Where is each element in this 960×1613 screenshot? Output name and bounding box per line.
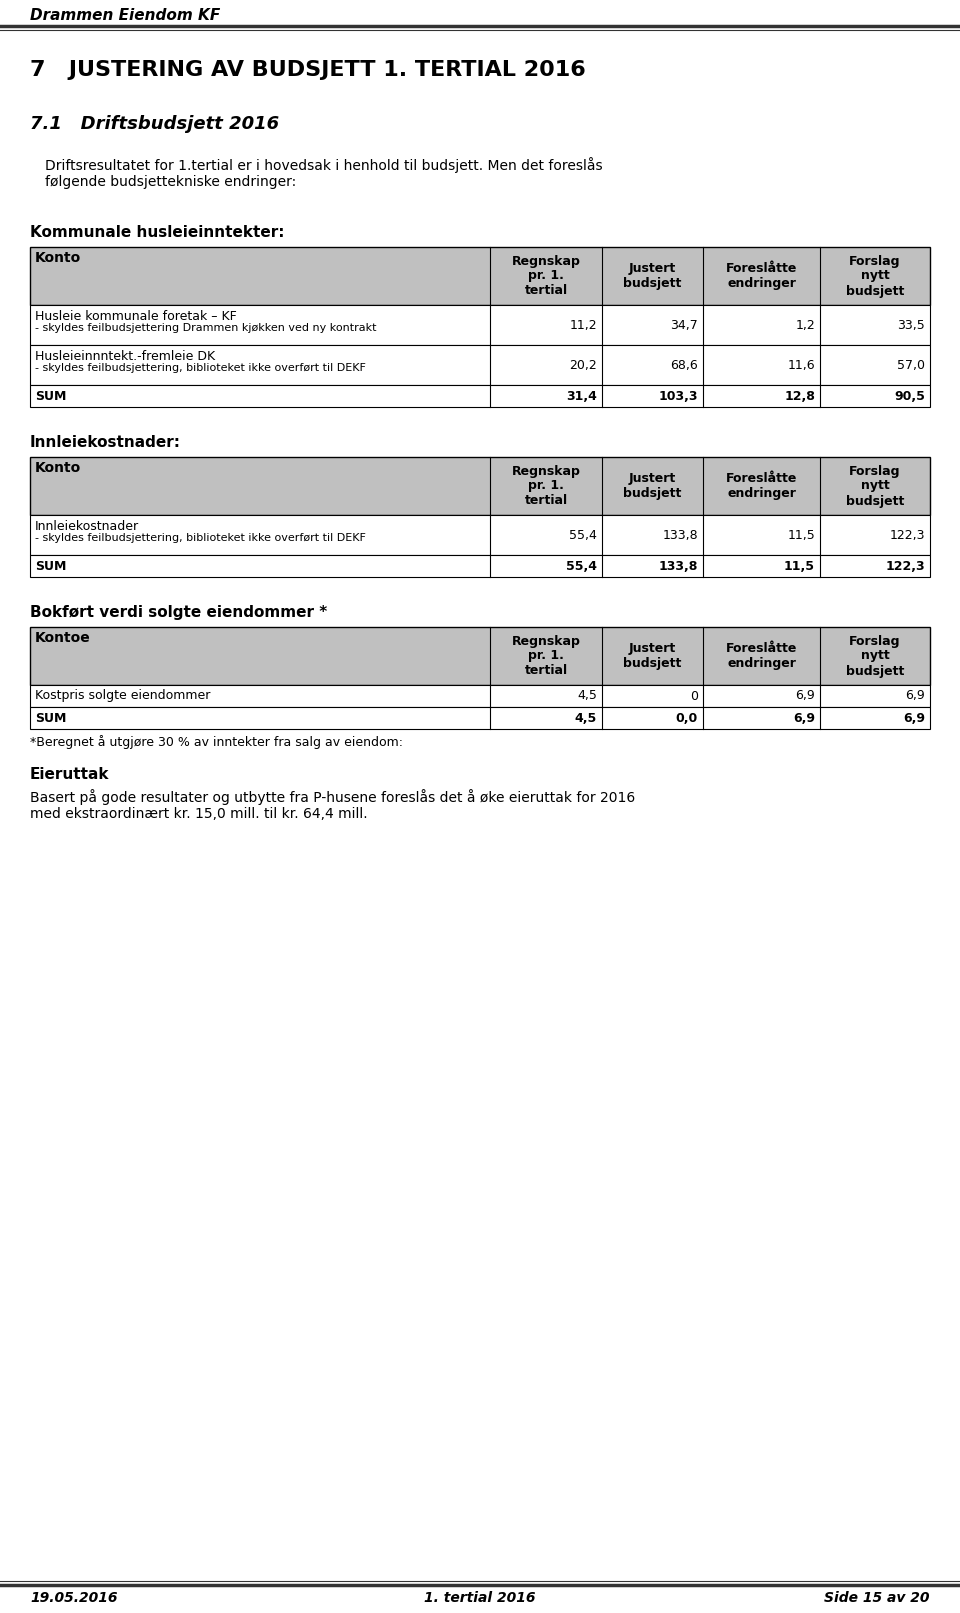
Bar xyxy=(30,706,930,729)
Text: Kostpris solgte eiendommer: Kostpris solgte eiendommer xyxy=(35,689,210,703)
Text: Justert
budsjett: Justert budsjett xyxy=(623,642,682,669)
Text: Husleie kommunale foretak – KF: Husleie kommunale foretak – KF xyxy=(35,310,237,323)
Text: Konto: Konto xyxy=(35,461,82,474)
Bar xyxy=(30,386,930,406)
Text: Drammen Eiendom KF: Drammen Eiendom KF xyxy=(30,8,220,23)
Text: Forslag
nytt
budsjett: Forslag nytt budsjett xyxy=(846,465,904,508)
Text: Regnskap
pr. 1.
tertial: Regnskap pr. 1. tertial xyxy=(512,465,581,508)
Text: 7   JUSTERING AV BUDSJETT 1. TERTIAL 2016: 7 JUSTERING AV BUDSJETT 1. TERTIAL 2016 xyxy=(30,60,586,81)
Text: Forslag
nytt
budsjett: Forslag nytt budsjett xyxy=(846,255,904,297)
Bar xyxy=(30,345,930,386)
Text: Forslag
nytt
budsjett: Forslag nytt budsjett xyxy=(846,634,904,677)
Text: Foreslåtte
endringer: Foreslåtte endringer xyxy=(726,261,797,290)
Text: Kontoe: Kontoe xyxy=(35,631,91,645)
Bar xyxy=(30,247,930,305)
Text: - skyldes feilbudsjettering, biblioteket ikke overført til DEKF: - skyldes feilbudsjettering, biblioteket… xyxy=(35,363,366,373)
Text: 133,8: 133,8 xyxy=(659,560,698,573)
Text: 33,5: 33,5 xyxy=(898,318,925,332)
Text: 11,5: 11,5 xyxy=(787,529,815,542)
Text: 90,5: 90,5 xyxy=(894,389,925,403)
Text: Justert
budsjett: Justert budsjett xyxy=(623,473,682,500)
Text: 31,4: 31,4 xyxy=(566,389,597,403)
Text: 11,2: 11,2 xyxy=(569,318,597,332)
Text: 55,4: 55,4 xyxy=(566,560,597,573)
Text: Driftsresultatet for 1.tertial er i hovedsak i henhold til budsjett. Men det for: Driftsresultatet for 1.tertial er i hove… xyxy=(45,156,603,189)
Text: 6,9: 6,9 xyxy=(795,689,815,703)
Text: 12,8: 12,8 xyxy=(784,389,815,403)
Text: SUM: SUM xyxy=(35,389,66,403)
Text: 4,5: 4,5 xyxy=(577,689,597,703)
Text: 6,9: 6,9 xyxy=(903,711,925,724)
Text: 122,3: 122,3 xyxy=(890,529,925,542)
Text: 57,0: 57,0 xyxy=(897,358,925,371)
Text: SUM: SUM xyxy=(35,711,66,724)
Bar xyxy=(30,456,930,515)
Text: 20,2: 20,2 xyxy=(569,358,597,371)
Text: 68,6: 68,6 xyxy=(670,358,698,371)
Text: 19.05.2016: 19.05.2016 xyxy=(30,1590,117,1605)
Text: SUM: SUM xyxy=(35,560,66,573)
Text: Kommunale husleieinntekter:: Kommunale husleieinntekter: xyxy=(30,224,284,240)
Text: Regnskap
pr. 1.
tertial: Regnskap pr. 1. tertial xyxy=(512,634,581,677)
Text: 0,0: 0,0 xyxy=(676,711,698,724)
Text: - skyldes feilbudsjettering, biblioteket ikke overført til DEKF: - skyldes feilbudsjettering, biblioteket… xyxy=(35,532,366,544)
Text: - skyldes feilbudsjettering Drammen kjøkken ved ny kontrakt: - skyldes feilbudsjettering Drammen kjøk… xyxy=(35,323,376,332)
Text: Bokført verdi solgte eiendommer *: Bokført verdi solgte eiendommer * xyxy=(30,605,327,619)
Text: Foreslåtte
endringer: Foreslåtte endringer xyxy=(726,642,797,669)
Text: 133,8: 133,8 xyxy=(662,529,698,542)
Text: Basert på gode resultater og utbytte fra P-husene foreslås det å øke eieruttak f: Basert på gode resultater og utbytte fra… xyxy=(30,789,636,821)
Bar xyxy=(30,627,930,686)
Text: 4,5: 4,5 xyxy=(575,711,597,724)
Text: 6,9: 6,9 xyxy=(793,711,815,724)
Text: 1,2: 1,2 xyxy=(795,318,815,332)
Text: Husleieinnntekt.-fremleie DK: Husleieinnntekt.-fremleie DK xyxy=(35,350,215,363)
Text: Justert
budsjett: Justert budsjett xyxy=(623,261,682,290)
Text: 6,9: 6,9 xyxy=(905,689,925,703)
Text: 11,6: 11,6 xyxy=(787,358,815,371)
Text: Eieruttak: Eieruttak xyxy=(30,768,109,782)
Text: 122,3: 122,3 xyxy=(885,560,925,573)
Text: Konto: Konto xyxy=(35,252,82,265)
Text: *Beregnet å utgjøre 30 % av inntekter fra salg av eiendom:: *Beregnet å utgjøre 30 % av inntekter fr… xyxy=(30,736,403,748)
Text: 103,3: 103,3 xyxy=(659,389,698,403)
Bar xyxy=(30,555,930,577)
Text: 7.1   Driftsbudsjett 2016: 7.1 Driftsbudsjett 2016 xyxy=(30,115,279,132)
Text: 0: 0 xyxy=(690,689,698,703)
Text: Foreslåtte
endringer: Foreslåtte endringer xyxy=(726,473,797,500)
Bar xyxy=(30,305,930,345)
Text: 1. tertial 2016: 1. tertial 2016 xyxy=(424,1590,536,1605)
Bar xyxy=(30,686,930,706)
Text: Innleiekostnader: Innleiekostnader xyxy=(35,519,139,532)
Text: Side 15 av 20: Side 15 av 20 xyxy=(825,1590,930,1605)
Text: Regnskap
pr. 1.
tertial: Regnskap pr. 1. tertial xyxy=(512,255,581,297)
Text: Innleiekostnader:: Innleiekostnader: xyxy=(30,436,181,450)
Text: 11,5: 11,5 xyxy=(784,560,815,573)
Bar xyxy=(30,515,930,555)
Text: 55,4: 55,4 xyxy=(569,529,597,542)
Text: 34,7: 34,7 xyxy=(670,318,698,332)
